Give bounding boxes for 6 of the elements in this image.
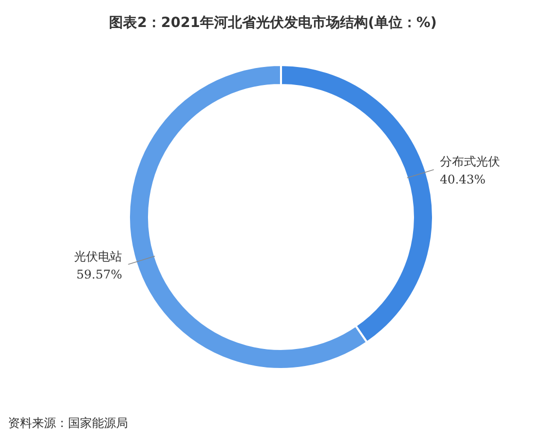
- slice-label: 分布式光伏: [440, 154, 500, 169]
- data-label: 59.57%: [76, 267, 122, 282]
- text: 资料来源：国家能源局: [8, 415, 128, 432]
- slice-label: 光伏电站: [74, 249, 122, 264]
- chart-title: 图表2：2021年河北省光伏发电市场结构(单位：%): [108, 14, 438, 32]
- data-label: 40.43%: [440, 172, 486, 187]
